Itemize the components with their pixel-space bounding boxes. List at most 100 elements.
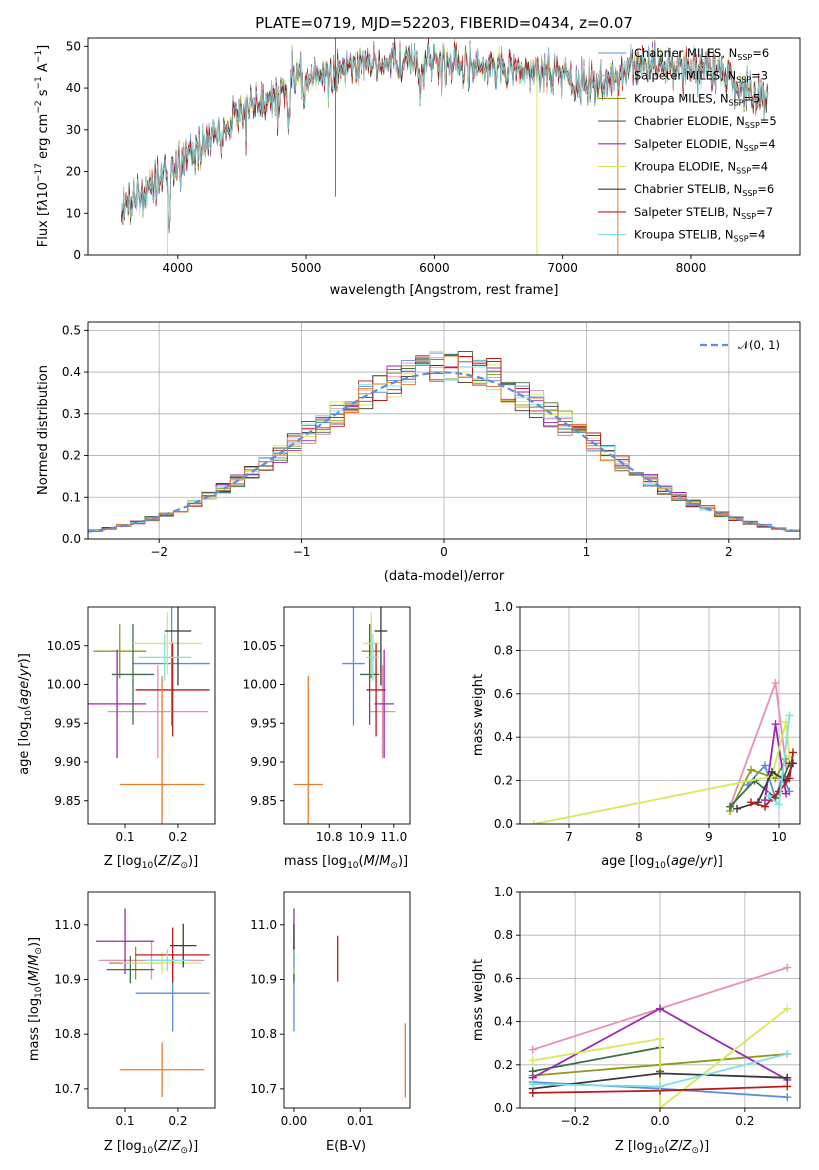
- mass-vs-ebv-xtick-label: 0.00: [281, 1114, 308, 1128]
- weight-line: [533, 721, 791, 824]
- age-vs-Z-points: [88, 607, 210, 824]
- mass-vs-ebv-ytick-label: 10.9: [250, 972, 277, 986]
- weight-marker: [656, 1069, 664, 1078]
- weight-marker: [528, 1080, 537, 1089]
- weight-vs-Z-xtick-label: −0.2: [561, 1114, 590, 1128]
- spectrum-xtick-label: 5000: [291, 261, 322, 275]
- weight-vs-age-ytick-label: 0.4: [494, 730, 513, 744]
- errorbar-point: [135, 927, 210, 983]
- weight-vs-age-series: [530, 678, 797, 824]
- spectrum-ytick-label: 10: [66, 206, 81, 220]
- mass-vs-Z-xtick-label: 0.2: [168, 1114, 187, 1128]
- age-vs-Z-ytick-label: 10.00: [47, 678, 81, 692]
- legend-label: Salpeter ELODIE, NSSP=4: [634, 137, 776, 153]
- mass-vs-ebv-frame: [283, 891, 411, 1109]
- spectrum-ytick-label: 50: [66, 39, 81, 53]
- spectrum-xtick-label: 6000: [419, 261, 450, 275]
- weight-marker: [783, 1050, 792, 1058]
- weight-vs-age-panel: 7 8 9 10 0.0 0.2 0.4 0.6 0.8 1.0: [494, 600, 801, 844]
- spectrum-frame: [87, 37, 801, 256]
- age-vs-mass-ytick-label: 10.00: [243, 678, 277, 692]
- weight-marker: [761, 761, 769, 770]
- mass-vs-ebv-ytick-label: 11.0: [250, 918, 277, 932]
- mass-vs-ebv-points: [293, 908, 407, 1098]
- weight-age-ylabel: mass weight: [471, 674, 486, 756]
- weight-marker: [785, 774, 794, 783]
- weight-marker: [775, 800, 783, 809]
- weight-vs-age-ytick-label: 0.8: [494, 643, 513, 657]
- weight-marker: [783, 1073, 792, 1082]
- errorbar-point: [146, 949, 189, 972]
- weight-marker: [656, 1104, 664, 1108]
- spectrum-xlabel: wavelength [Angstrom, rest frame]: [330, 283, 559, 298]
- histogram-series: [88, 355, 800, 539]
- weight-Z-xlabel: Z [log10(Z/Z⊙)]: [615, 1139, 709, 1156]
- weight-line: [729, 682, 787, 807]
- residuals-xtick-label: 1: [583, 545, 591, 559]
- age-vs-mass-ytick-label: 9.90: [250, 755, 277, 769]
- weight-line: [729, 758, 787, 812]
- weight-marker: [775, 787, 783, 796]
- errorbar-point: [366, 634, 380, 681]
- age-Z-ylabel: age [log10(age/yr)]: [17, 653, 34, 775]
- age-vs-Z-ytick-label: 9.85: [54, 794, 81, 808]
- age-vs-mass-xtick-label: 10.8: [316, 830, 343, 844]
- mass-vs-ebv-panel: 0.00 0.01 10.7 10.8 10.9 11.0: [250, 891, 411, 1128]
- errorbar-point: [342, 607, 365, 726]
- spectrum-ylabel: Flux [fλ10−17 erg cm−2 s−1 A−1]: [34, 45, 51, 247]
- age-vs-Z-panel: 0.1 0.2 9.85 9.90 9.95 10.00 10.05: [47, 606, 216, 844]
- residuals-xtick-label: 0: [440, 545, 448, 559]
- mass-ebv-xlabel: E(B-V): [326, 1139, 366, 1154]
- weight-marker: [530, 820, 538, 824]
- age-vs-mass-ytick-label: 9.85: [250, 794, 277, 808]
- gaussian-curve: [88, 371, 800, 533]
- mass-vs-ebv-ytick-label: 10.8: [250, 1027, 277, 1041]
- spectrum-panel: 4000 5000 6000 7000 8000 0 10 20 30 40 50 Chabrier …: [66, 37, 801, 275]
- mass-Z-xlabel: Z [log10(Z/Z⊙)]: [104, 1139, 198, 1156]
- errorbar-point: [138, 634, 192, 681]
- weight-vs-Z-ytick-label: 0.2: [494, 1058, 513, 1072]
- legend-label: 𝒩(0, 1): [738, 338, 780, 352]
- mass-vs-Z-xtick-label: 0.1: [115, 1114, 134, 1128]
- spectrum-xtick-label: 7000: [547, 261, 578, 275]
- weight-vs-age-ytick-label: 0.2: [494, 774, 513, 788]
- age-vs-Z-xtick-label: 0.1: [115, 830, 134, 844]
- errorbar-point: [106, 955, 155, 984]
- weight-marker: [656, 1034, 664, 1043]
- age-vs-Z-ytick-label: 10.05: [47, 639, 81, 653]
- mass-vs-Z-frame: [87, 891, 216, 1109]
- errorbar-point: [366, 643, 386, 737]
- age-vs-mass-panel: 10.8 10.9 11.0 9.85 9.90 9.95 10.00 10.05: [243, 606, 411, 844]
- mass-vs-Z-ytick-label: 11.0: [54, 918, 81, 932]
- age-Z-xlabel: Z [log10(Z/Z⊙)]: [104, 854, 198, 871]
- weight-marker: [782, 789, 790, 798]
- errorbar-point: [93, 624, 147, 679]
- errorbar-point: [111, 624, 155, 725]
- errorbar-point: [135, 643, 210, 737]
- weight-vs-age-ytick-label: 1.0: [494, 600, 513, 614]
- weight-marker: [528, 1088, 537, 1097]
- errorbar-point: [132, 612, 202, 675]
- age-vs-mass-ytick-label: 9.95: [250, 716, 277, 730]
- mass-vs-Z-points: [95, 908, 210, 1098]
- legend-label: Kroupa STELIB, NSSP=4: [634, 228, 765, 244]
- errorbar-point: [369, 665, 396, 759]
- weight-vs-age-ytick-label: 0.6: [494, 687, 513, 701]
- mass-vs-Z-ytick-label: 10.8: [54, 1027, 81, 1041]
- weight-vs-Z-ytick-label: 0.6: [494, 971, 513, 985]
- weight-marker: [783, 1082, 792, 1091]
- spectrum-ytick-label: 40: [66, 81, 81, 95]
- residuals-xtick-label: −1: [293, 545, 311, 559]
- residuals-xlabel: (data-model)/error: [384, 569, 505, 584]
- weight-marker: [789, 759, 797, 768]
- errorbar-point: [119, 1042, 205, 1098]
- weight-marker: [726, 802, 734, 811]
- weight-marker: [747, 798, 755, 807]
- residuals-ytick-label: 0.0: [62, 532, 81, 546]
- weight-marker: [761, 802, 769, 811]
- weight-Z-ylabel: mass weight: [471, 959, 486, 1041]
- mass-vs-Z-panel: 0.1 0.2 10.7 10.8 10.9 11.0: [54, 891, 216, 1128]
- weight-line: [750, 752, 794, 808]
- spectrum-xtick-label: 4000: [163, 261, 194, 275]
- errorbar-point: [363, 612, 380, 675]
